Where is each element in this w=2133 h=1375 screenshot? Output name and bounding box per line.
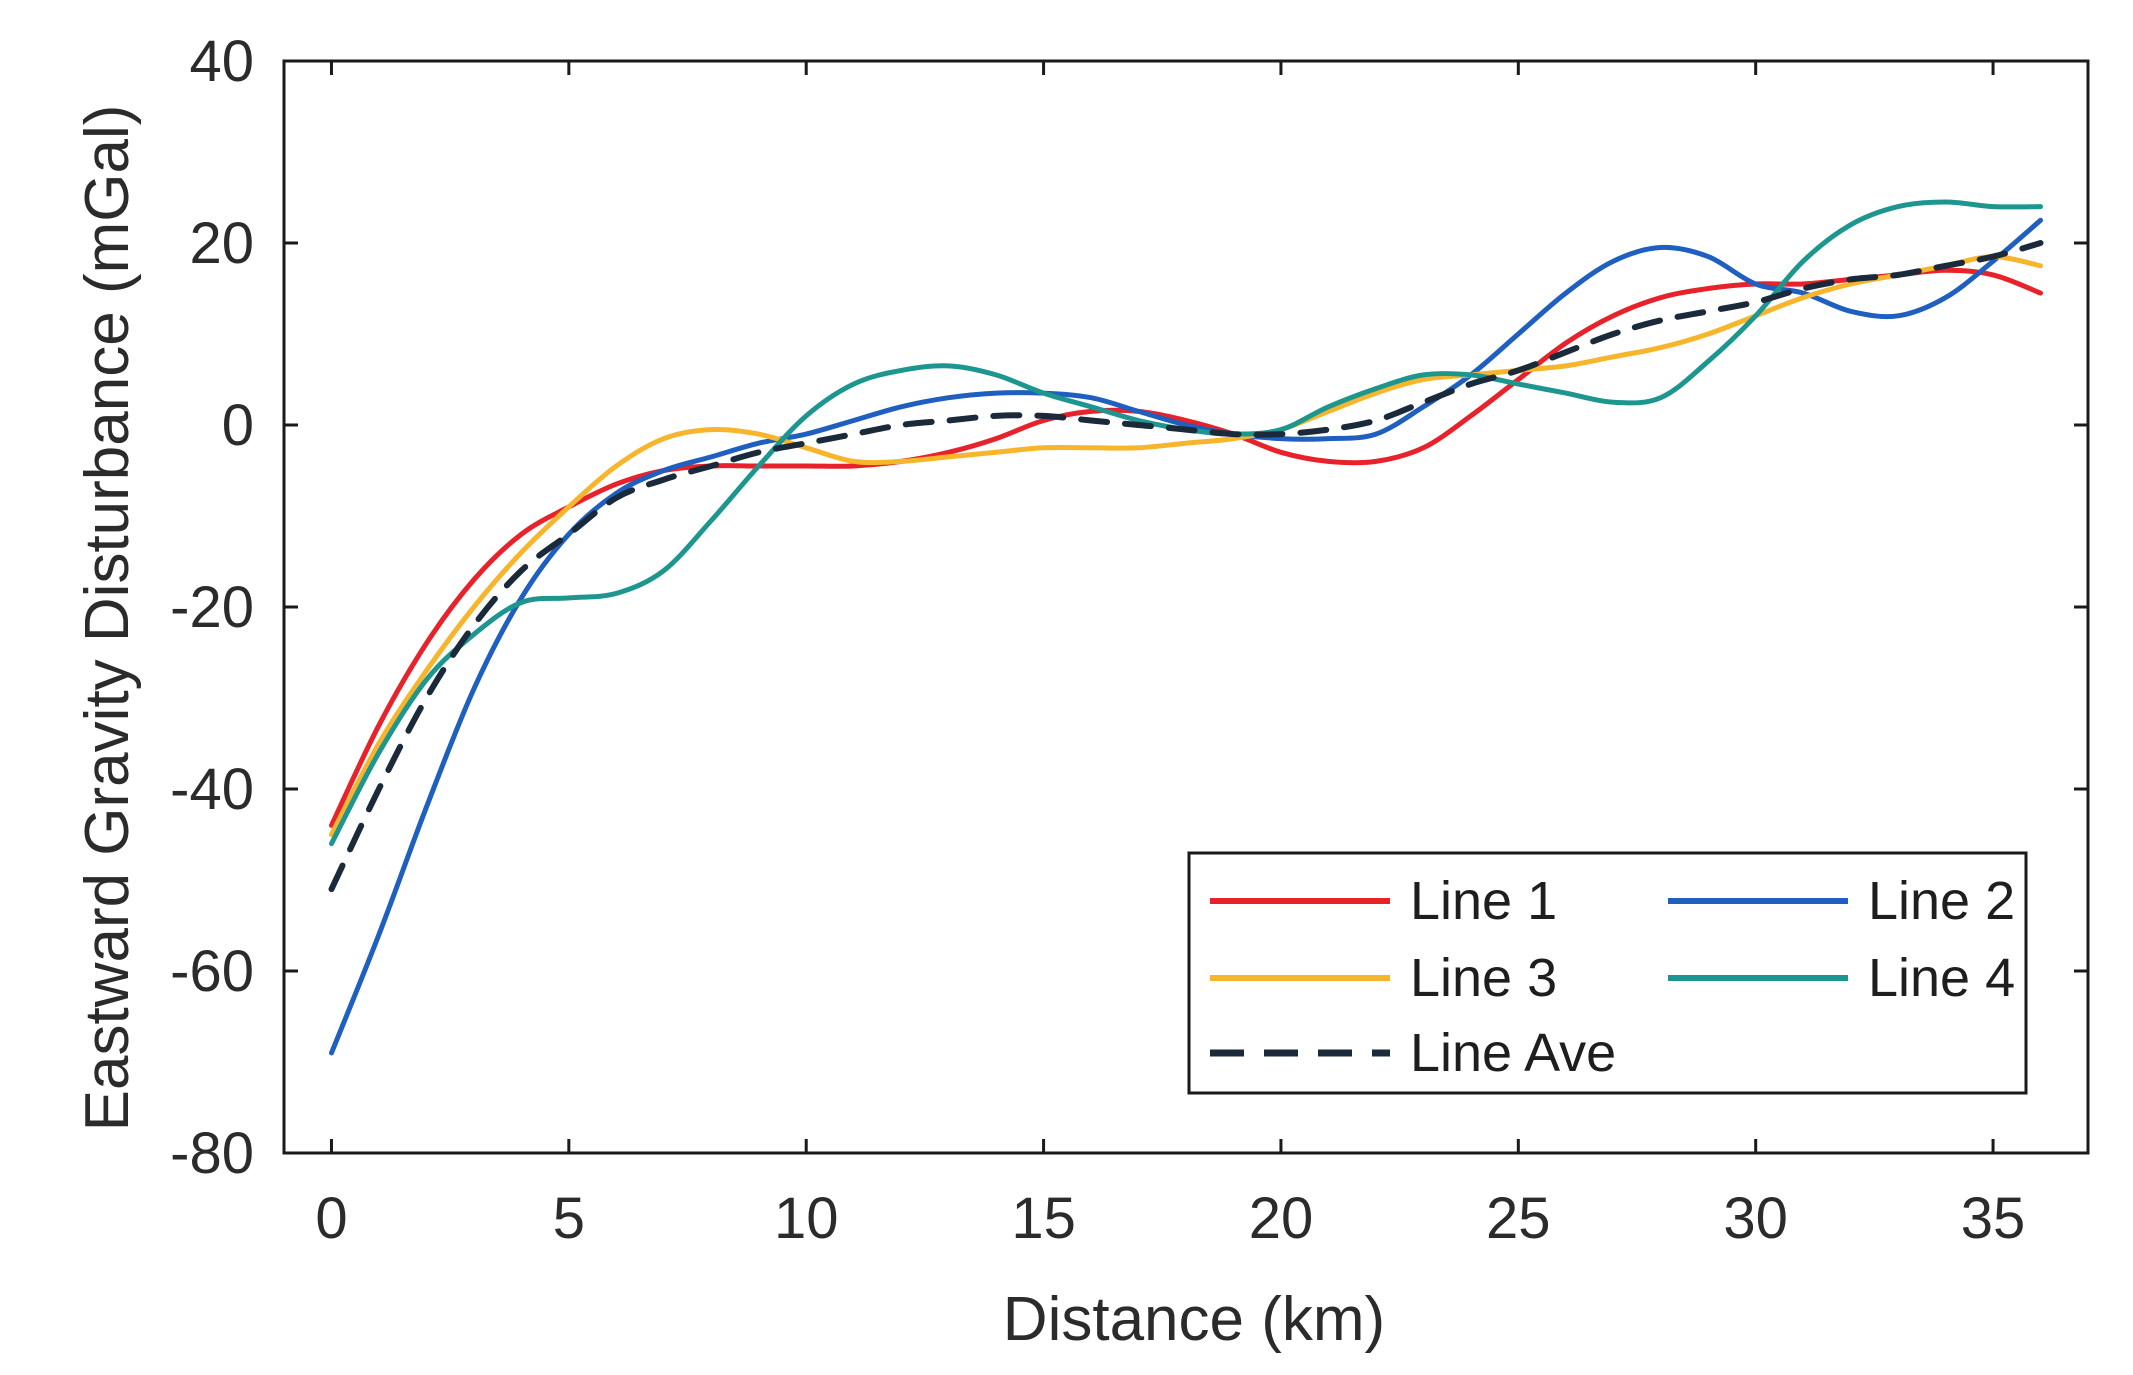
y-tick-label: -20 xyxy=(170,575,254,640)
x-tick-label: 30 xyxy=(1723,1186,1788,1251)
x-tick-label: 20 xyxy=(1249,1186,1314,1251)
y-tick-label: -80 xyxy=(170,1121,254,1186)
series-line-line-ave xyxy=(328,240,2044,893)
y-tick-label: 40 xyxy=(189,29,254,94)
y-axis: 40 20 0 -20 -40 -60 -80 xyxy=(170,29,2088,1186)
legend-label-line-2: Line 2 xyxy=(1868,871,2015,931)
legend: Line 1 Line 2 Line 3 Line 4 Line Ave xyxy=(1187,851,2028,1095)
y-tick-label: -40 xyxy=(170,757,254,822)
y-axis-label: Eastward Gravity Disturbance (mGal) xyxy=(73,105,142,1132)
x-tick-label: 35 xyxy=(1961,1186,2026,1251)
x-tick-label: 25 xyxy=(1486,1186,1551,1251)
legend-label-line-4: Line 4 xyxy=(1868,948,2015,1008)
legend-label-line-3: Line 3 xyxy=(1410,948,1557,1008)
y-tick-label: -60 xyxy=(170,939,254,1004)
x-tick-label: 5 xyxy=(553,1186,585,1251)
legend-label-line-1: Line 1 xyxy=(1410,871,1557,931)
series-line-line-2 xyxy=(329,217,2043,1056)
x-axis: 0 5 10 15 20 25 30 35 xyxy=(315,61,2025,1251)
x-tick-label: 10 xyxy=(774,1186,839,1251)
y-tick-label: 20 xyxy=(189,211,254,276)
y-tick-label: 0 xyxy=(222,393,254,458)
legend-label-line-ave: Line Ave xyxy=(1410,1023,1616,1083)
x-tick-label: 15 xyxy=(1011,1186,1076,1251)
x-axis-label: Distance (km) xyxy=(1003,1285,1385,1354)
x-tick-label: 0 xyxy=(315,1186,347,1251)
plot-lines xyxy=(328,199,2044,1056)
